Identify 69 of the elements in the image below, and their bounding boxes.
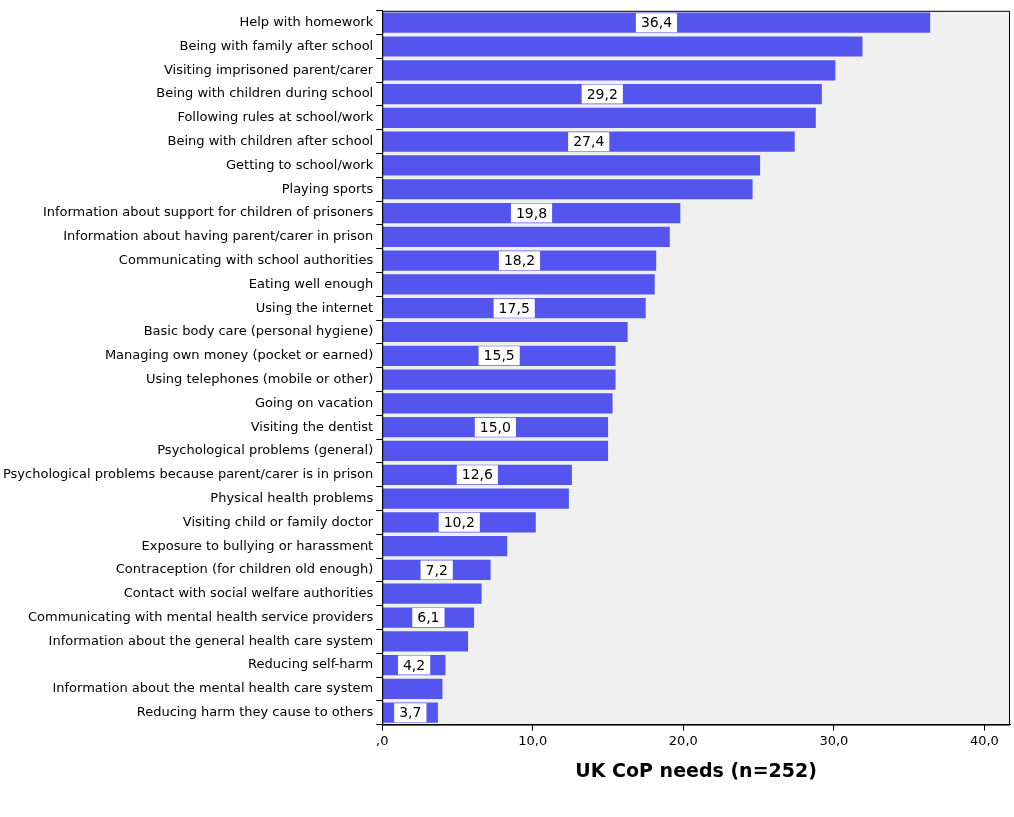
y-tick-label: Contraception (for children old enough) (115, 561, 374, 577)
bar (382, 36, 863, 57)
y-tick-label: Information about the general health care system (48, 632, 374, 648)
y-tick-label: Help with homework (239, 14, 374, 30)
bar (382, 60, 836, 81)
y-tick-label: Visiting imprisoned parent/carer (163, 61, 374, 77)
x-axis-title: UK CoP needs (n=252) (575, 758, 817, 781)
y-tick-label: Communicating with school authorities (118, 252, 374, 268)
y-tick-label: Being with family after school (179, 37, 374, 53)
bar (382, 274, 655, 295)
data-label: 15,0 (479, 418, 511, 435)
y-tick-label: Managing own money (pocket or earned) (104, 347, 374, 363)
bar (382, 583, 482, 604)
bar (382, 678, 443, 700)
x-tick-label: 30,0 (819, 732, 849, 748)
y-tick-label: Psychological problems because parent/carer is in prison (2, 466, 374, 482)
y-tick-label: Communicating with mental health service providers (27, 608, 374, 624)
y-tick-label: Being with children after school (167, 133, 374, 149)
bar (382, 631, 469, 652)
data-label: 36,4 (640, 14, 673, 31)
data-label: 29,2 (586, 85, 618, 102)
bar (382, 226, 670, 247)
bar (382, 12, 931, 33)
data-label: 7,2 (425, 561, 448, 578)
bar (382, 488, 569, 509)
y-tick-label: Contact with social welfare authorities (123, 585, 374, 601)
y-tick-label: Going on vacation (254, 394, 374, 410)
y-tick-label: Using the internet (255, 299, 374, 315)
y-tick-label: Exposure to bullying or harassment (141, 537, 374, 553)
data-label: 12,6 (461, 466, 493, 483)
y-tick-label: Playing sports (281, 180, 374, 196)
y-tick-label: Psychological problems (general) (157, 442, 374, 458)
y-tick-label: Physical health problems (210, 489, 374, 505)
data-label: 10,2 (443, 514, 475, 530)
y-tick-label: Information about the mental health care system (52, 680, 374, 696)
y-tick-label: Reducing harm they cause to others (136, 704, 374, 720)
bar (382, 321, 628, 343)
y-tick-label: Basic body care (personal hygiene) (143, 323, 374, 339)
bar (382, 107, 816, 128)
bar (382, 369, 616, 390)
y-tick-label: Information about having parent/carer in prison (63, 228, 374, 244)
y-tick-label: Visiting child or family doctor (182, 513, 374, 529)
bar (382, 131, 795, 152)
x-tick-label: ,0 (376, 732, 389, 748)
data-label: 19,8 (515, 204, 548, 221)
y-tick-label: Visiting the dentist (250, 418, 374, 434)
y-tick-label: Information about support for children of prisoners (42, 204, 374, 220)
y-tick-label: Eating well enough (248, 275, 374, 291)
y-tick-label: Getting to school/work (226, 156, 374, 172)
data-label: 15,5 (483, 347, 515, 364)
bar (382, 83, 822, 105)
x-tick-label: 20,0 (668, 732, 698, 748)
data-label: 3,7 (399, 704, 422, 721)
bar (382, 393, 613, 414)
x-tick-label: 10,0 (518, 732, 548, 748)
data-label: 27,4 (573, 133, 605, 150)
bar (382, 536, 508, 557)
data-label: 18,2 (503, 252, 536, 269)
data-label: 17,5 (498, 299, 530, 316)
bar (382, 155, 761, 176)
y-tick-label: Reducing self-harm (247, 656, 374, 672)
bar (382, 440, 609, 462)
y-tick-label: Using telephones (mobile or other) (145, 370, 374, 386)
x-tick-label: 40,0 (969, 732, 999, 748)
data-label: 6,1 (417, 609, 440, 626)
y-tick-label: Following rules at school/work (177, 109, 374, 125)
bar (382, 179, 753, 200)
data-label: 4,2 (402, 656, 426, 673)
y-tick-label: Being with children during school (156, 85, 374, 101)
